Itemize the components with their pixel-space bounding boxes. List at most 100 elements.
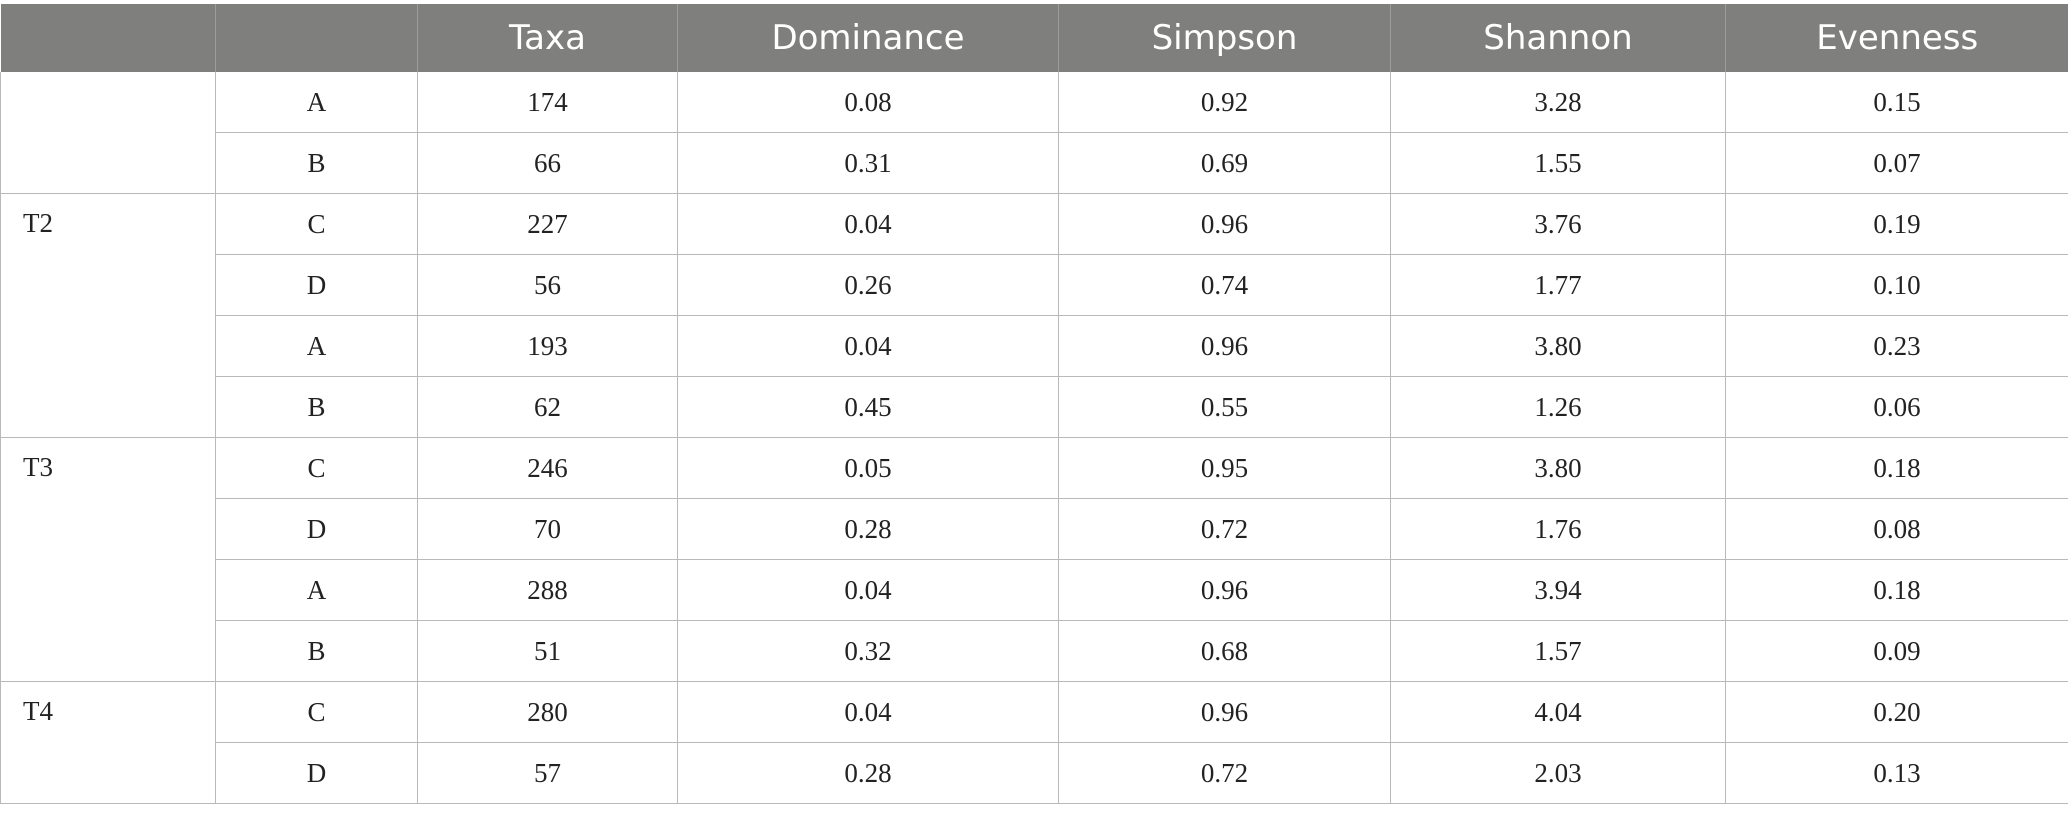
cell-shannon: 1.57 — [1390, 620, 1726, 682]
cell-simpson: 0.96 — [1058, 315, 1391, 377]
column-header-taxa: Taxa — [417, 4, 678, 72]
cell-shannon: 1.76 — [1390, 498, 1726, 560]
cell-dominance: 0.26 — [677, 254, 1059, 316]
cell-taxa: 56 — [417, 254, 678, 316]
cell-shannon: 3.76 — [1390, 193, 1726, 255]
table-row: T3 C 246 0.05 0.95 3.80 0.18 — [0, 437, 2068, 682]
cell-simpson: 0.74 — [1058, 254, 1391, 316]
cell-dominance: 0.32 — [677, 620, 1059, 682]
cell-simpson: 0.96 — [1058, 681, 1391, 743]
column-header-shannon: Shannon — [1390, 4, 1726, 72]
cell-simpson: 0.96 — [1058, 193, 1391, 255]
cell-taxa: 174 — [417, 72, 678, 133]
cell-taxa: 280 — [417, 681, 678, 743]
cell-shannon: 1.26 — [1390, 376, 1726, 438]
cell-taxa: 288 — [417, 559, 678, 621]
cell-shannon: 1.77 — [1390, 254, 1726, 316]
diversity-index-table: Taxa Dominance Simpson Shannon Evenness A 174… — [0, 4, 2068, 804]
table-row: A 193 0.04 0.96 3.80 0.23 — [1, 315, 2068, 377]
cell-evenness: 0.20 — [1725, 681, 2068, 743]
cell-taxa: 51 — [417, 620, 678, 682]
table-body: A 174 0.08 0.92 3.28 0.15 B 66 0.31 0.69 1.55 0.07 T… — [0, 72, 2068, 804]
diversity-table-container: Taxa Dominance Simpson Shannon Evenness A 174… — [0, 4, 2068, 804]
cell-simpson: 0.68 — [1058, 620, 1391, 682]
cell-shannon: 4.04 — [1390, 681, 1726, 743]
cell-simpson: 0.92 — [1058, 72, 1391, 133]
column-header-simpson: Simpson — [1058, 4, 1391, 72]
cell-sample: A — [215, 72, 418, 133]
cell-taxa: 57 — [417, 742, 678, 804]
cell-dominance: 0.31 — [677, 132, 1059, 194]
column-header-evenness: Evenness — [1725, 4, 2068, 72]
cell-taxa: 246 — [417, 437, 678, 499]
cell-simpson: 0.55 — [1058, 376, 1391, 438]
cell-evenness: 0.23 — [1725, 315, 2068, 377]
group-label-cell — [0, 72, 216, 194]
cell-sample: D — [215, 742, 418, 804]
cell-dominance: 0.28 — [677, 742, 1059, 804]
cell-evenness: 0.09 — [1725, 620, 2068, 682]
table-row: D 56 0.26 0.74 1.77 0.10 — [1, 254, 2068, 316]
cell-simpson: 0.69 — [1058, 132, 1391, 194]
cell-evenness: 0.18 — [1725, 437, 2068, 499]
cell-sample: B — [215, 132, 418, 194]
table-row: D 70 0.28 0.72 1.76 0.08 — [1, 498, 2068, 560]
cell-shannon: 1.55 — [1390, 132, 1726, 194]
column-header-group — [0, 4, 216, 72]
cell-evenness: 0.07 — [1725, 132, 2068, 194]
cell-simpson: 0.72 — [1058, 742, 1391, 804]
cell-sample: C — [215, 193, 418, 255]
cell-evenness: 0.06 — [1725, 376, 2068, 438]
table-row: T2 C 227 0.04 0.96 3.76 0.19 — [0, 193, 2068, 438]
cell-evenness: 0.15 — [1725, 72, 2068, 133]
table-row: T4 C 280 0.04 0.96 4.04 0.20 — [0, 681, 2068, 804]
header-row: Taxa Dominance Simpson Shannon Evenness — [0, 4, 2068, 72]
column-header-dominance: Dominance — [677, 4, 1059, 72]
table-row: B 66 0.31 0.69 1.55 0.07 — [1, 132, 2068, 194]
table-row: B 51 0.32 0.68 1.57 0.09 — [1, 620, 2068, 682]
cell-simpson: 0.72 — [1058, 498, 1391, 560]
cell-sample: A — [215, 315, 418, 377]
cell-evenness: 0.13 — [1725, 742, 2068, 804]
cell-shannon: 3.94 — [1390, 559, 1726, 621]
cell-dominance: 0.04 — [677, 193, 1059, 255]
cell-evenness: 0.10 — [1725, 254, 2068, 316]
cell-sample: D — [215, 254, 418, 316]
table-row: B 62 0.45 0.55 1.26 0.06 — [1, 376, 2068, 438]
cell-simpson: 0.95 — [1058, 437, 1391, 499]
cell-shannon: 3.80 — [1390, 315, 1726, 377]
cell-evenness: 0.18 — [1725, 559, 2068, 621]
cell-shannon: 2.03 — [1390, 742, 1726, 804]
cell-taxa: 62 — [417, 376, 678, 438]
column-header-sample — [215, 4, 418, 72]
cell-dominance: 0.04 — [677, 315, 1059, 377]
cell-dominance: 0.45 — [677, 376, 1059, 438]
group-label-cell: T4 — [0, 681, 216, 804]
cell-sample: C — [215, 681, 418, 743]
cell-taxa: 227 — [417, 193, 678, 255]
cell-dominance: 0.04 — [677, 681, 1059, 743]
table-row: A 174 0.08 0.92 3.28 0.15 — [0, 72, 2068, 194]
table-header: Taxa Dominance Simpson Shannon Evenness — [0, 4, 2068, 72]
cell-dominance: 0.28 — [677, 498, 1059, 560]
cell-shannon: 3.28 — [1390, 72, 1726, 133]
cell-dominance: 0.04 — [677, 559, 1059, 621]
cell-evenness: 0.19 — [1725, 193, 2068, 255]
cell-sample: A — [215, 559, 418, 621]
cell-taxa: 70 — [417, 498, 678, 560]
group-label-cell: T3 — [0, 437, 216, 682]
cell-dominance: 0.05 — [677, 437, 1059, 499]
cell-taxa: 66 — [417, 132, 678, 194]
cell-sample: D — [215, 498, 418, 560]
cell-taxa: 193 — [417, 315, 678, 377]
table-row: A 288 0.04 0.96 3.94 0.18 — [1, 559, 2068, 621]
cell-dominance: 0.08 — [677, 72, 1059, 133]
table-row: D 57 0.28 0.72 2.03 0.13 — [1, 742, 2068, 804]
cell-sample: C — [215, 437, 418, 499]
cell-evenness: 0.08 — [1725, 498, 2068, 560]
cell-sample: B — [215, 376, 418, 438]
cell-simpson: 0.96 — [1058, 559, 1391, 621]
cell-shannon: 3.80 — [1390, 437, 1726, 499]
cell-sample: B — [215, 620, 418, 682]
group-label-cell: T2 — [0, 193, 216, 438]
